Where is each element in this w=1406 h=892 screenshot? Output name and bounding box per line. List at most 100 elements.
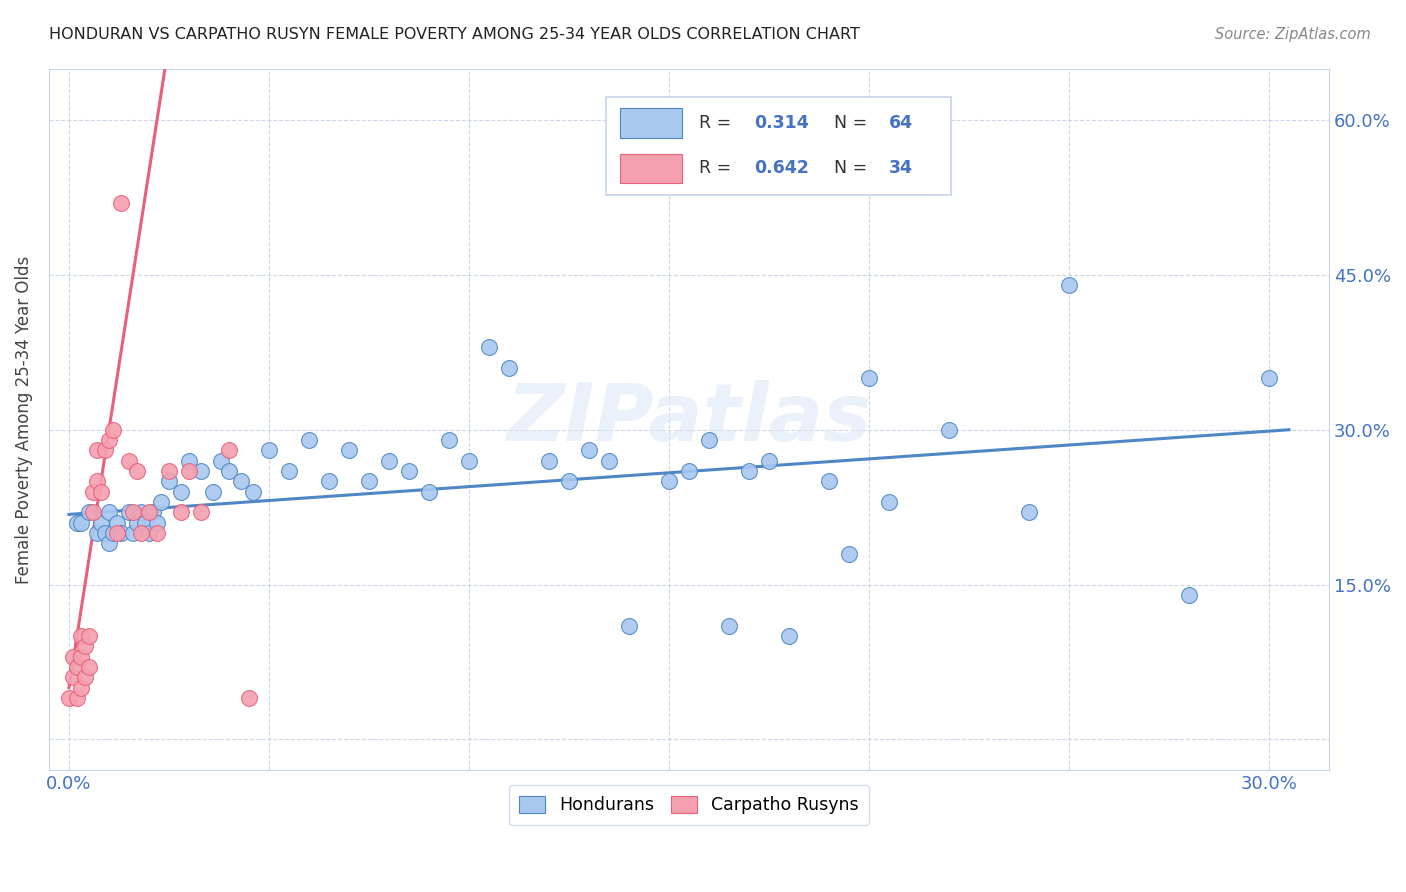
Point (101, 525, 124, 540)
Point (177, 453, 200, 467)
Point (858, 371, 880, 385)
Point (242, 484, 264, 499)
Point (86, 443, 108, 458)
Point (157, 464, 180, 478)
Point (717, 619, 740, 633)
Point (337, 443, 360, 458)
Point (458, 453, 481, 467)
Point (758, 453, 780, 467)
Point (278, 464, 301, 478)
Point (877, 495, 900, 509)
Point (118, 453, 141, 467)
Point (1057, 278, 1080, 293)
Point (418, 484, 440, 499)
Point (318, 475, 340, 489)
Point (70, 629, 93, 643)
Point (66, 516, 89, 530)
Point (66, 691, 89, 706)
Point (498, 360, 520, 375)
Point (229, 475, 252, 489)
Point (298, 433, 321, 447)
Point (129, 505, 152, 519)
Point (478, 340, 501, 354)
Point (1178, 588, 1201, 602)
Point (218, 443, 240, 458)
Legend: Hondurans, Carpatho Rusyns: Hondurans, Carpatho Rusyns (509, 785, 869, 825)
Point (149, 495, 172, 509)
Point (122, 505, 145, 519)
Point (90, 484, 112, 499)
Point (94, 525, 117, 540)
Point (598, 453, 620, 467)
Point (98, 536, 121, 550)
Point (110, 525, 132, 540)
Point (138, 505, 160, 519)
Point (146, 516, 169, 530)
Point (142, 505, 165, 519)
Point (257, 443, 280, 458)
Point (170, 484, 193, 499)
Point (157, 475, 180, 489)
Point (378, 453, 401, 467)
Point (122, 525, 145, 540)
Point (1018, 505, 1040, 519)
Point (77, 660, 100, 674)
Point (437, 433, 460, 447)
Point (558, 475, 581, 489)
Point (537, 453, 560, 467)
Point (838, 547, 860, 561)
Point (170, 505, 193, 519)
Point (70, 516, 93, 530)
Point (658, 475, 681, 489)
Point (82, 484, 104, 499)
Point (82, 505, 104, 519)
Point (238, 691, 260, 706)
Point (86, 475, 108, 489)
Point (209, 453, 232, 467)
Point (77, 505, 100, 519)
Text: ZIPatlas: ZIPatlas (506, 380, 872, 458)
Point (738, 464, 761, 478)
Point (617, 619, 640, 633)
Point (218, 464, 240, 478)
Point (58, 691, 80, 706)
Point (86, 525, 108, 540)
Text: Source: ZipAtlas.com: Source: ZipAtlas.com (1215, 27, 1371, 42)
Point (129, 525, 152, 540)
Point (398, 464, 420, 478)
Point (678, 464, 700, 478)
Point (70, 681, 93, 695)
Point (125, 516, 148, 530)
Point (177, 464, 200, 478)
Point (138, 525, 160, 540)
Text: HONDURAN VS CARPATHO RUSYN FEMALE POVERTY AMONG 25-34 YEAR OLDS CORRELATION CHAR: HONDURAN VS CARPATHO RUSYN FEMALE POVERT… (49, 27, 860, 42)
Point (66, 660, 89, 674)
Point (77, 629, 100, 643)
Point (90, 516, 112, 530)
Point (778, 629, 800, 643)
Point (98, 505, 121, 519)
Point (73, 670, 96, 684)
Point (73, 640, 96, 654)
Point (578, 443, 600, 458)
Point (697, 433, 720, 447)
Point (118, 505, 141, 519)
Point (190, 505, 212, 519)
Point (101, 423, 124, 437)
Point (105, 516, 128, 530)
Point (201, 484, 224, 499)
Point (105, 525, 128, 540)
Point (62, 670, 84, 684)
Point (70, 649, 93, 664)
Point (98, 433, 121, 447)
Y-axis label: Female Poverty Among 25-34 Year Olds: Female Poverty Among 25-34 Year Olds (15, 255, 32, 583)
Point (146, 525, 169, 540)
Point (110, 195, 132, 210)
Point (938, 423, 960, 437)
Point (134, 516, 156, 530)
Point (898, 113, 921, 128)
Point (1258, 371, 1281, 385)
Point (818, 475, 841, 489)
Point (94, 443, 117, 458)
Point (357, 475, 380, 489)
